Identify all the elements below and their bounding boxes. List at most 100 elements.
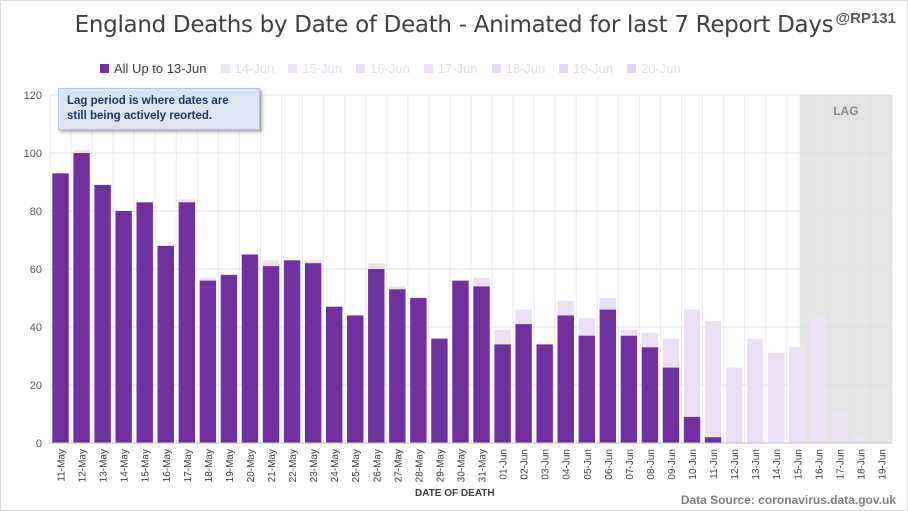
bar-up-to-13-jun	[178, 202, 196, 443]
chart-legend: All Up to 13-Jun 14-Jun 15-Jun 16-Jun 17-Jun…	[100, 60, 681, 76]
bar-later-reports	[494, 329, 511, 345]
x-tick-label: 05-Jun	[583, 449, 594, 480]
legend-item: 14-Jun	[220, 60, 275, 76]
x-tick-label: 19-May	[225, 449, 236, 482]
x-tick-label: 20-May	[246, 449, 257, 482]
bar-up-to-13-jun	[704, 437, 722, 443]
legend-swatch	[423, 63, 433, 73]
x-tick-label: 17-May	[183, 449, 194, 482]
x-tick-label: 04-Jun	[562, 449, 573, 480]
legend-swatch	[491, 63, 501, 73]
x-tick-label: 12-May	[78, 449, 89, 482]
x-tick-label: 24-May	[330, 449, 341, 482]
x-tick-label: 25-May	[351, 449, 362, 482]
x-tick-label: 26-May	[372, 449, 383, 482]
bar-up-to-13-jun	[515, 324, 532, 443]
y-tick-label: 80	[30, 206, 42, 218]
bar-later-reports	[599, 298, 617, 310]
legend-label: 17-Jun	[437, 60, 478, 76]
x-tick-label: 10-Jun	[688, 449, 699, 480]
x-tick-label: 21-May	[267, 449, 278, 482]
x-tick-label: 13-Jun	[751, 449, 762, 480]
x-tick-label: 15-May	[141, 449, 152, 482]
legend-item: 20-Jun	[627, 60, 681, 76]
bar-later-reports	[683, 309, 701, 417]
bar-later-reports	[368, 263, 385, 269]
legend-label: 14-Jun	[234, 60, 275, 76]
bar-later-reports	[515, 309, 532, 325]
legend-item: 18-Jun	[491, 60, 545, 76]
bar-up-to-13-jun	[662, 367, 680, 443]
x-tick-label: 29-May	[435, 449, 446, 482]
bar-up-to-13-jun	[325, 306, 343, 443]
bar-up-to-13-jun	[410, 298, 427, 443]
bar-later-reports	[262, 260, 280, 267]
bar-later-reports	[578, 318, 595, 336]
x-tick-label: 18-Jun	[856, 449, 867, 480]
x-tick-label: 16-Jun	[814, 449, 825, 480]
x-axis-label: DATE OF DEATH	[415, 488, 495, 499]
legend-item: All Up to 13-Jun	[100, 60, 207, 76]
bar-up-to-13-jun	[220, 274, 238, 443]
y-tick-label: 100	[24, 148, 42, 160]
x-tick-label: 11-May	[57, 449, 68, 482]
legend-item: 17-Jun	[423, 60, 478, 76]
x-tick-label: 08-Jun	[646, 449, 657, 480]
bar-up-to-13-jun	[641, 347, 659, 443]
bar-up-to-13-jun	[347, 315, 364, 443]
x-tick-label: 27-May	[393, 449, 404, 482]
x-tick-label: 03-Jun	[541, 449, 552, 480]
bar-later-reports	[641, 332, 659, 348]
x-tick-label: 14-May	[120, 449, 131, 482]
bar-up-to-13-jun	[368, 269, 385, 443]
bar-up-to-13-jun	[578, 335, 595, 443]
legend-label: 19-Jun	[573, 60, 613, 76]
bar-up-to-13-jun	[262, 266, 280, 443]
legend-swatch	[356, 63, 365, 73]
author-handle: @RP131	[835, 10, 897, 27]
legend-swatch	[220, 63, 230, 73]
bar-up-to-13-jun	[115, 211, 132, 443]
bar-later-reports	[178, 199, 196, 203]
bar-later-reports	[662, 338, 680, 368]
legend-label: All Up to 13-Jun	[114, 60, 207, 76]
bar-later-reports	[852, 437, 869, 443]
chart-title: England Deaths by Date of Death - Animat…	[74, 12, 834, 38]
legend-swatch	[288, 63, 298, 73]
legend-swatch	[627, 63, 636, 73]
legend-swatch	[559, 63, 569, 73]
x-tick-label: 19-Jun	[877, 449, 888, 480]
x-tick-label: 12-Jun	[730, 449, 741, 480]
x-tick-label: 09-Jun	[667, 449, 678, 480]
x-tick-label: 17-Jun	[835, 449, 846, 480]
bar-later-reports	[831, 411, 848, 443]
bar-later-reports	[704, 321, 722, 438]
x-tick-label: 13-May	[99, 449, 110, 482]
legend-item: 15-Jun	[288, 60, 342, 76]
bar-later-reports	[73, 150, 90, 153]
bar-up-to-13-jun	[52, 173, 69, 444]
bar-later-reports	[810, 315, 827, 443]
bar-up-to-13-jun	[304, 263, 322, 443]
lag-note: Lag period is where dates are still bein…	[58, 88, 260, 130]
bar-up-to-13-jun	[557, 315, 574, 443]
bar-later-reports	[389, 286, 406, 290]
x-tick-label: 02-Jun	[520, 449, 531, 480]
x-tick-label: 30-May	[456, 449, 467, 482]
bar-up-to-13-jun	[157, 245, 174, 443]
legend-item: 19-Jun	[559, 60, 613, 76]
bar-later-reports	[304, 260, 322, 264]
bar-up-to-13-jun	[620, 335, 638, 443]
bar-up-to-13-jun	[283, 260, 301, 443]
bar-later-reports	[557, 300, 574, 316]
x-tick-label: 11-Jun	[709, 449, 720, 479]
bar-up-to-13-jun	[431, 338, 448, 443]
bar-up-to-13-jun	[536, 344, 553, 443]
x-tick-label: 14-Jun	[772, 449, 783, 480]
lag-label: LAG	[833, 104, 858, 118]
y-tick-label: 60	[30, 264, 42, 276]
legend-swatch	[100, 63, 109, 73]
x-tick-label: 16-May	[162, 449, 173, 482]
x-tick-label: 01-Jun	[499, 449, 510, 480]
